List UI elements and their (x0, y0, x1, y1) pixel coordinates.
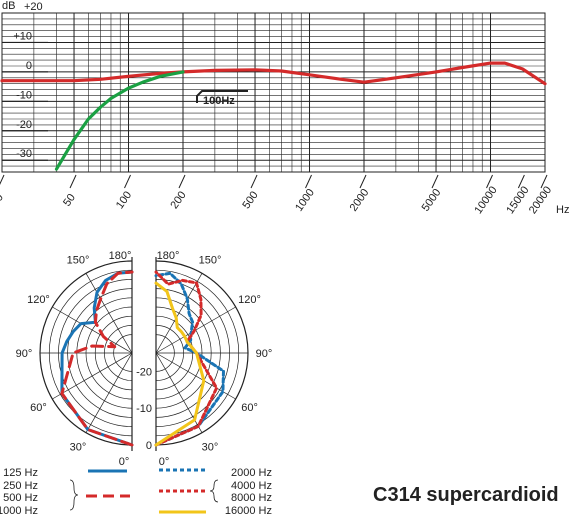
polar-angle-label: 0° (159, 456, 170, 468)
polar-curve (154, 270, 219, 447)
x-tick-mark (359, 174, 367, 189)
polar-angle-label: 90° (256, 348, 273, 360)
x-tick-mark (69, 174, 77, 189)
x-axis-unit-label: Hz (556, 204, 569, 216)
polar-spoke (155, 273, 203, 354)
y-tick-label: 0 (26, 60, 32, 72)
polar-spoke (52, 352, 133, 400)
polar-angle-label: 150° (199, 254, 222, 266)
legend-label: 2000 Hz (231, 467, 272, 479)
x-tick-mark (305, 174, 312, 189)
y-tick-label: +10 (13, 30, 32, 42)
x-tick-label: 200 (168, 189, 188, 211)
polar-angle-label: 60° (30, 402, 47, 414)
polar-angle-label: 30° (202, 442, 219, 454)
frequency-curves (0, 61, 547, 171)
x-tick-label: 20000 (527, 184, 554, 216)
legend-label: 8000 Hz (231, 492, 272, 504)
polar-radial-label: -20 (136, 366, 152, 378)
legend-brace (209, 479, 219, 503)
100hz-annotation: 100Hz (196, 90, 248, 107)
legend-label: 1000 Hz (0, 505, 38, 517)
x-tick-mark (540, 174, 548, 189)
legend-label: 4000 Hz (231, 480, 272, 492)
x-tick-label: 10000 (472, 184, 499, 216)
x-tick-label: 2000 (348, 187, 372, 214)
polar-angle-label: 90° (16, 348, 33, 360)
chart-caption: C314 supercardioid (373, 484, 559, 506)
polar-angle-label: 120° (238, 294, 261, 306)
legend-label: 125 Hz (3, 467, 38, 479)
lowcut-curve (54, 70, 185, 171)
polar-angle-label: 30° (70, 442, 87, 454)
x-tick-label: 100 (114, 189, 134, 211)
polar-radial-label: -10 (136, 403, 152, 415)
polar-angle-label: 180° (109, 250, 132, 262)
frequency-grid (1, 12, 546, 173)
polar-angle-label: 180° (157, 250, 180, 262)
legend-label: 16000 Hz (225, 505, 272, 517)
highpass-filter-label: 100Hz (203, 95, 235, 107)
legend-label: 250 Hz (3, 480, 38, 492)
y-tick-label: -20 (16, 119, 32, 131)
polar-radial-label: 0 (146, 440, 152, 452)
polar-angle-label: 150° (67, 254, 90, 266)
x-tick-label: 1000 (293, 187, 317, 214)
x-tick-mark (178, 174, 186, 189)
legend-label: 500 Hz (3, 492, 38, 504)
x-tick-label: 20 (0, 192, 6, 209)
response-curve (0, 61, 547, 86)
legend-brace (69, 479, 79, 511)
y-axis-unit-label: dB (2, 0, 15, 12)
x-tick-mark (431, 174, 439, 189)
polar-curve (60, 270, 134, 447)
x-tick-mark (486, 174, 493, 189)
y-tick-label: -10 (16, 89, 32, 101)
x-tick-mark (250, 174, 258, 189)
x-tick-mark (124, 174, 131, 189)
y-tick-label: +20 (24, 1, 43, 13)
x-tick-label: 15000 (504, 184, 531, 216)
polar-angle-label: 60° (241, 402, 258, 414)
y-tick-label: -30 (16, 148, 32, 160)
polar-pattern: 180° 150° 120° 90° 60° 30° 0° 180° 150° 120° 90° 60… (16, 248, 273, 468)
panel-gap (134, 248, 154, 458)
x-tick-mark (0, 174, 5, 185)
polar-spoke (85, 273, 133, 354)
x-tick-label: 5000 (420, 187, 444, 214)
polar-spoke (52, 306, 133, 354)
polar-curve (154, 281, 206, 447)
polar-angle-label: 120° (27, 294, 50, 306)
x-tick-mark (517, 174, 525, 189)
x-tick-label: 50 (61, 192, 78, 209)
frequency-axis-labels: dB Hz +20 +10 0 -10 -20 -30 20 50 100 200 500 1000 2… (0, 0, 569, 216)
polar-spoke (85, 352, 133, 433)
highpass-filter-symbol (196, 90, 248, 103)
polar-angle-label: 0° (119, 456, 130, 468)
x-tick-label: 500 (240, 189, 260, 211)
